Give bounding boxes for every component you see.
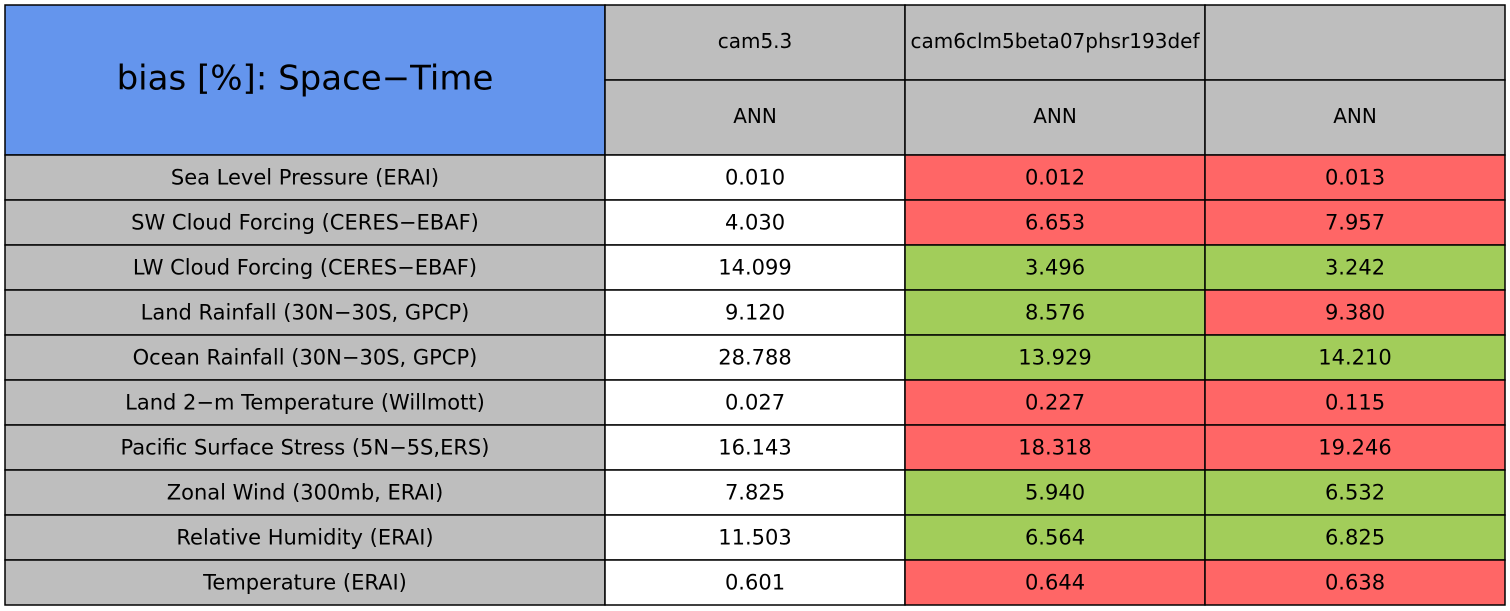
season: ANN bbox=[1333, 104, 1377, 128]
row-label: Temperature (ERAI) bbox=[202, 571, 407, 595]
value-cell bbox=[604, 154, 906, 201]
value: 6.825 bbox=[1325, 526, 1385, 550]
row-label: Land 2−m Temperature (Willmott) bbox=[125, 391, 485, 415]
value: 19.246 bbox=[1318, 436, 1391, 460]
row-label: Pacific Surface Stress (5N−5S,ERS) bbox=[121, 436, 490, 460]
value: 13.929 bbox=[1018, 346, 1091, 370]
title: bias [%]: Space−Time bbox=[117, 59, 494, 99]
value-cell bbox=[904, 469, 1206, 516]
season-cell bbox=[1204, 79, 1506, 156]
value: 0.010 bbox=[725, 166, 785, 190]
value: 9.380 bbox=[1325, 301, 1385, 325]
row-label: Zonal Wind (300mb, ERAI) bbox=[167, 481, 444, 505]
season: ANN bbox=[733, 104, 777, 128]
value: 0.644 bbox=[1025, 571, 1085, 595]
value-cell bbox=[904, 559, 1206, 606]
value: 0.027 bbox=[725, 391, 785, 415]
row-label: Sea Level Pressure (ERAI) bbox=[171, 166, 439, 190]
value: 0.012 bbox=[1025, 166, 1085, 190]
value-cell bbox=[904, 289, 1206, 336]
value: 5.940 bbox=[1025, 481, 1085, 505]
row-label: Relative Humidity (ERAI) bbox=[176, 526, 433, 550]
value: 14.099 bbox=[718, 256, 791, 280]
value-cell bbox=[604, 514, 906, 561]
value-cell bbox=[604, 379, 906, 426]
column-header: cam5.3 bbox=[718, 29, 793, 53]
value: 14.210 bbox=[1318, 346, 1391, 370]
row-label-cell bbox=[4, 514, 606, 561]
value: 16.143 bbox=[718, 436, 791, 460]
season-cell bbox=[904, 79, 1206, 156]
value: 3.496 bbox=[1025, 256, 1085, 280]
value-cell bbox=[1204, 289, 1506, 336]
value: 6.653 bbox=[1025, 211, 1085, 235]
value-cell bbox=[1204, 379, 1506, 426]
value: 0.115 bbox=[1325, 391, 1385, 415]
row-label-cell bbox=[4, 424, 606, 471]
value: 0.227 bbox=[1025, 391, 1085, 415]
season: ANN bbox=[1033, 104, 1077, 128]
value: 0.013 bbox=[1325, 166, 1385, 190]
column-header-cell bbox=[604, 4, 906, 81]
value: 7.825 bbox=[725, 481, 785, 505]
column-header: cam6clm5beta07phsr193def bbox=[911, 29, 1201, 53]
row-label-cell bbox=[4, 559, 606, 606]
value: 18.318 bbox=[1018, 436, 1091, 460]
value-cell bbox=[1204, 559, 1506, 606]
value-cell bbox=[904, 244, 1206, 291]
row-label-cell bbox=[4, 334, 606, 381]
column-header-cell bbox=[1204, 4, 1506, 81]
value-cell bbox=[604, 244, 906, 291]
row-label: Ocean Rainfall (30N−30S, GPCP) bbox=[133, 346, 478, 370]
value-cell bbox=[1204, 244, 1506, 291]
value: 28.788 bbox=[718, 346, 791, 370]
row-label-cell bbox=[4, 379, 606, 426]
row-label-cell bbox=[4, 289, 606, 336]
value: 0.638 bbox=[1325, 571, 1385, 595]
column-header-cell bbox=[904, 4, 1206, 81]
value-cell bbox=[604, 469, 906, 516]
value-cell bbox=[1204, 514, 1506, 561]
value-cell bbox=[1204, 199, 1506, 246]
value-cell bbox=[904, 379, 1206, 426]
row-label: LW Cloud Forcing (CERES−EBAF) bbox=[133, 256, 477, 280]
value-cell bbox=[604, 199, 906, 246]
value: 4.030 bbox=[725, 211, 785, 235]
value-cell bbox=[904, 334, 1206, 381]
value: 9.120 bbox=[725, 301, 785, 325]
value: 3.242 bbox=[1325, 256, 1385, 280]
value: 6.564 bbox=[1025, 526, 1085, 550]
value-cell bbox=[604, 289, 906, 336]
value: 6.532 bbox=[1325, 481, 1385, 505]
value: 8.576 bbox=[1025, 301, 1085, 325]
row-label: SW Cloud Forcing (CERES−EBAF) bbox=[131, 211, 479, 235]
value: 0.601 bbox=[725, 571, 785, 595]
value: 7.957 bbox=[1325, 211, 1385, 235]
row-label: Land Rainfall (30N−30S, GPCP) bbox=[141, 301, 470, 325]
value: 11.503 bbox=[718, 526, 791, 550]
value-cell bbox=[1204, 334, 1506, 381]
value-cell bbox=[1204, 154, 1506, 201]
title-cell bbox=[4, 4, 606, 156]
season-cell bbox=[604, 79, 906, 156]
